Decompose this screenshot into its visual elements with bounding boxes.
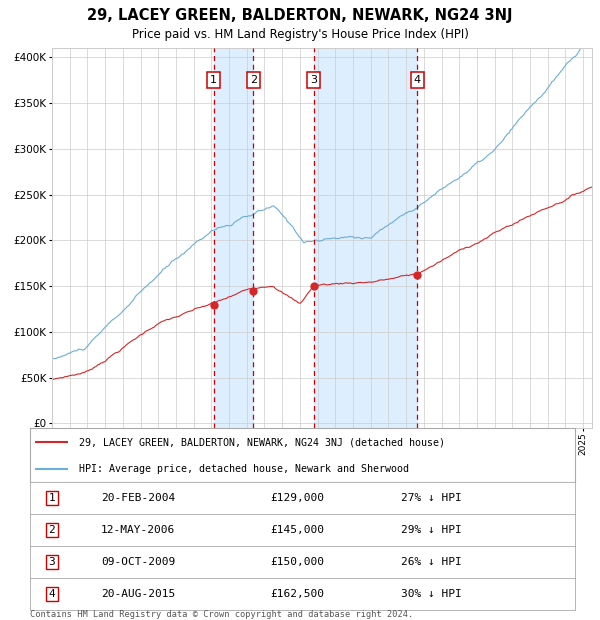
Text: 3: 3 <box>310 75 317 85</box>
Text: 1: 1 <box>49 493 55 503</box>
Text: 20-AUG-2015: 20-AUG-2015 <box>101 589 175 599</box>
Bar <box>214 48 253 428</box>
Text: 1: 1 <box>210 75 217 85</box>
Text: 4: 4 <box>49 589 55 599</box>
Text: 20-FEB-2004: 20-FEB-2004 <box>101 493 175 503</box>
Text: £145,000: £145,000 <box>270 525 324 535</box>
Text: Price paid vs. HM Land Registry's House Price Index (HPI): Price paid vs. HM Land Registry's House … <box>131 28 469 41</box>
Text: 12-MAY-2006: 12-MAY-2006 <box>101 525 175 535</box>
Text: £162,500: £162,500 <box>270 589 324 599</box>
Text: Contains HM Land Registry data © Crown copyright and database right 2024.
This d: Contains HM Land Registry data © Crown c… <box>30 610 413 620</box>
Bar <box>314 48 418 428</box>
Text: 29, LACEY GREEN, BALDERTON, NEWARK, NG24 3NJ (detached house): 29, LACEY GREEN, BALDERTON, NEWARK, NG24… <box>79 437 445 447</box>
Text: 09-OCT-2009: 09-OCT-2009 <box>101 557 175 567</box>
Text: 2: 2 <box>250 75 257 85</box>
Text: 29% ↓ HPI: 29% ↓ HPI <box>401 525 461 535</box>
Text: 2: 2 <box>49 525 55 535</box>
Text: HPI: Average price, detached house, Newark and Sherwood: HPI: Average price, detached house, Newa… <box>79 464 409 474</box>
Text: £129,000: £129,000 <box>270 493 324 503</box>
Text: 30% ↓ HPI: 30% ↓ HPI <box>401 589 461 599</box>
Text: 29, LACEY GREEN, BALDERTON, NEWARK, NG24 3NJ: 29, LACEY GREEN, BALDERTON, NEWARK, NG24… <box>87 8 513 23</box>
Text: 27% ↓ HPI: 27% ↓ HPI <box>401 493 461 503</box>
Text: 26% ↓ HPI: 26% ↓ HPI <box>401 557 461 567</box>
Text: £150,000: £150,000 <box>270 557 324 567</box>
Text: 4: 4 <box>414 75 421 85</box>
Text: 3: 3 <box>49 557 55 567</box>
